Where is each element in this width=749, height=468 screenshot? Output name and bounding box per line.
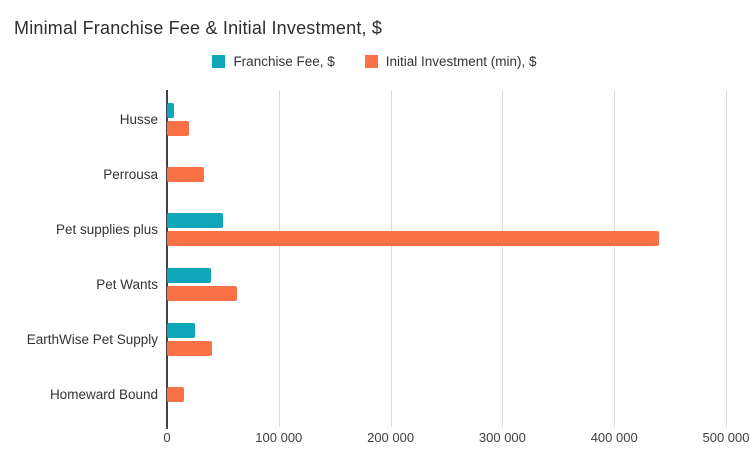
bar-franchise-fee[interactable]	[167, 268, 211, 283]
bar-row	[167, 147, 726, 202]
gridline	[614, 90, 616, 427]
x-axis-tick-label: 400 000	[590, 430, 638, 445]
legend-item-franchise-fee[interactable]: Franchise Fee, $	[212, 54, 335, 69]
category-label: Perrousa	[103, 167, 158, 182]
plot-area	[166, 90, 727, 429]
x-axis-tick-label: 200 000	[367, 430, 415, 445]
bar-franchise-fee[interactable]	[167, 103, 174, 118]
legend-item-initial-investment[interactable]: Initial Investment (min), $	[364, 54, 537, 69]
category-label: Pet Wants	[96, 277, 158, 292]
x-axis-tick-label: 100 000	[255, 430, 303, 445]
bar-initial-investment[interactable]	[167, 286, 238, 301]
legend-swatch-franchise-fee-icon	[212, 55, 226, 68]
gridline	[502, 90, 504, 427]
bar-initial-investment[interactable]	[167, 121, 190, 136]
bar-row	[167, 312, 726, 367]
category-label: EarthWise Pet Supply	[26, 332, 158, 347]
bar-initial-investment[interactable]	[167, 231, 659, 246]
legend-swatch-initial-investment-icon	[364, 55, 378, 68]
x-axis-tick-label: 300 000	[478, 430, 526, 445]
chart-title: Minimal Franchise Fee & Initial Investme…	[14, 18, 383, 38]
legend-label-franchise-fee: Franchise Fee, $	[233, 54, 335, 69]
bar-row	[167, 367, 726, 422]
bar-initial-investment[interactable]	[167, 387, 184, 402]
bar-row	[167, 202, 726, 257]
x-axis-tick-label: 0	[163, 430, 171, 445]
gridline	[278, 90, 280, 427]
bar-row	[167, 257, 726, 312]
bar-franchise-fee[interactable]	[167, 213, 223, 228]
bar-row	[167, 92, 726, 147]
gridline	[390, 90, 392, 427]
category-label: Homeward Bound	[49, 387, 158, 402]
bar-initial-investment[interactable]	[167, 167, 204, 182]
legend: Franchise Fee, $ Initial Investment (min…	[0, 54, 749, 69]
bar-franchise-fee[interactable]	[167, 323, 195, 338]
category-label: Husse	[119, 112, 158, 127]
bar-initial-investment[interactable]	[167, 341, 212, 356]
gridline	[726, 90, 727, 427]
y-axis-line	[166, 90, 168, 429]
x-axis-tick-label: 500 000	[702, 430, 749, 445]
category-label: Pet supplies plus	[55, 222, 158, 237]
legend-label-initial-investment: Initial Investment (min), $	[385, 54, 537, 69]
